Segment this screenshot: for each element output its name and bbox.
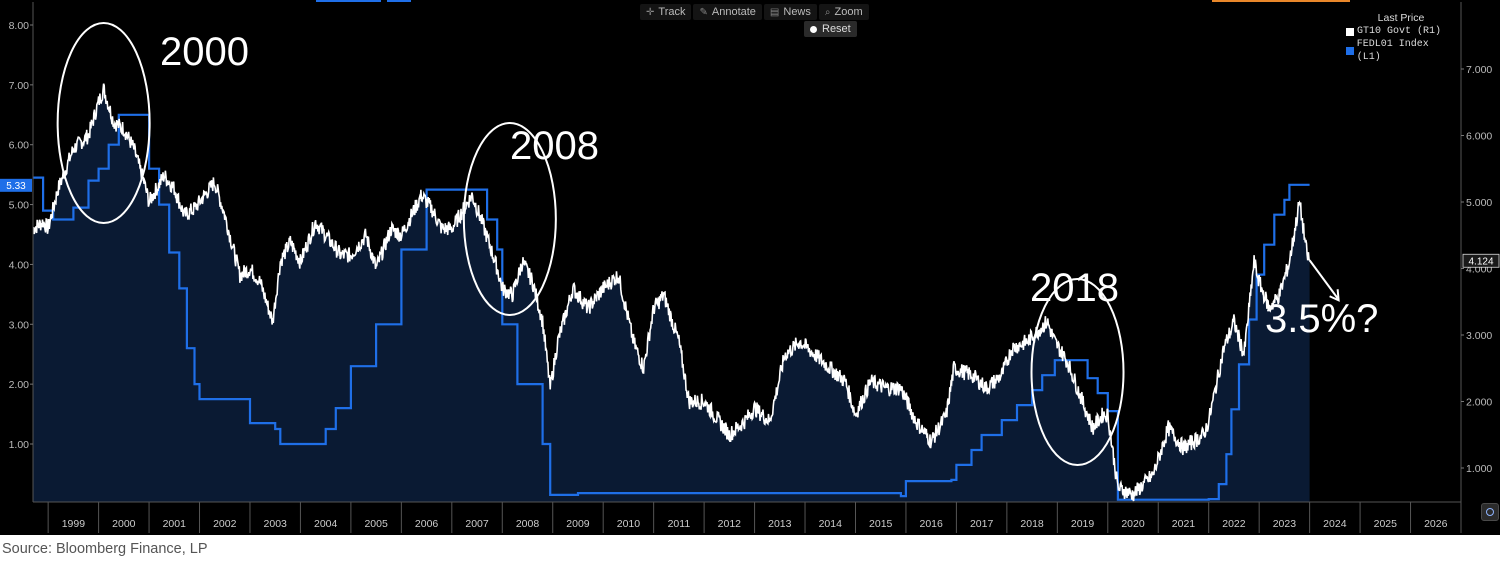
x-tick-label: 2022 bbox=[1222, 518, 1246, 530]
annotation-arrow-head bbox=[1329, 289, 1340, 302]
x-tick-label: 2015 bbox=[869, 518, 893, 530]
chart-frame: 1.00 2.00 3.00 4.00 5.00 6.00 7.00 8.00 1.000 2.0… bbox=[0, 0, 1500, 535]
zoom-label: Zoom bbox=[834, 6, 863, 18]
x-tick-label: 2010 bbox=[617, 518, 641, 530]
right-tick-label: 6.000 bbox=[1466, 131, 1492, 143]
news-icon: ▤ bbox=[769, 6, 780, 18]
left-tick-label: 5.00 bbox=[9, 200, 30, 212]
chart-scroll-icon[interactable] bbox=[1481, 503, 1499, 521]
annotation-label: 3.5%? bbox=[1265, 297, 1378, 341]
x-tick-label: 1999 bbox=[62, 518, 86, 530]
x-tick-label: 2012 bbox=[718, 518, 742, 530]
left-tick-label: 1.00 bbox=[9, 439, 30, 451]
top-highlight-bar bbox=[316, 0, 381, 2]
annotation-ellipse bbox=[56, 22, 151, 224]
legend-swatch-white bbox=[1346, 27, 1354, 36]
news-label: News bbox=[783, 6, 811, 18]
x-tick-label: 2019 bbox=[1071, 518, 1095, 530]
x-tick-label: 2000 bbox=[112, 518, 136, 530]
chart-toolbar: ✛ Track ✎ Annotate ▤ News ⌕ Zoom bbox=[640, 4, 869, 20]
top-highlight-bar bbox=[1212, 0, 1350, 2]
reset-button[interactable]: Reset bbox=[804, 21, 857, 37]
right-tick-label: 3.000 bbox=[1466, 330, 1492, 342]
legend-swatch-blue bbox=[1346, 47, 1354, 55]
left-last-value-label: 5.33 bbox=[6, 181, 26, 192]
x-tick-label: 2011 bbox=[668, 518, 691, 530]
gt10-series-line bbox=[33, 83, 1311, 502]
x-tick-label: 2023 bbox=[1273, 518, 1297, 530]
x-tick-label: 2016 bbox=[919, 518, 943, 530]
annotation-ellipse bbox=[1030, 278, 1125, 466]
x-tick-label: 2009 bbox=[566, 518, 590, 530]
fedl01-series-line bbox=[33, 113, 1310, 501]
left-tick-label: 3.00 bbox=[9, 319, 30, 331]
left-tick-label: 7.00 bbox=[9, 80, 30, 92]
x-tick-label: 2018 bbox=[1020, 518, 1044, 530]
legend: Last Price GT10 Govt (R1) FEDL01 Index (… bbox=[1346, 12, 1456, 64]
x-tick-label: 2005 bbox=[364, 518, 388, 530]
right-tick-label: 7.000 bbox=[1466, 64, 1492, 76]
track-label: Track bbox=[658, 6, 686, 18]
x-tick-label: 2021 bbox=[1172, 518, 1196, 530]
x-tick-label: 2006 bbox=[415, 518, 439, 530]
right-tick-label: 1.000 bbox=[1466, 463, 1492, 475]
x-tick-label: 2002 bbox=[213, 518, 237, 530]
zoom-button[interactable]: ⌕ Zoom bbox=[818, 4, 869, 20]
left-tick-label: 4.00 bbox=[9, 259, 30, 271]
legend-title: Last Price bbox=[1377, 12, 1425, 24]
x-tick-label: 2014 bbox=[819, 518, 843, 530]
x-tick-label: 2013 bbox=[768, 518, 792, 530]
chart-svg: 1.00 2.00 3.00 4.00 5.00 6.00 7.00 8.00 1.000 2.0… bbox=[0, 2, 1500, 533]
gt10-area-fill bbox=[33, 83, 1310, 502]
crosshair-icon: ✛ bbox=[646, 6, 655, 18]
right-last-value-badge bbox=[1462, 253, 1500, 268]
x-tick-label: 2020 bbox=[1121, 518, 1145, 530]
legend-label-gt10: GT10 Govt (R1) bbox=[1357, 26, 1442, 37]
annotate-label: Annotate bbox=[711, 6, 756, 18]
annotation-ellipse bbox=[462, 122, 557, 316]
left-tick-label: 6.00 bbox=[9, 140, 30, 152]
legend-item-fedl01[interactable]: FEDL01 Index (L1) bbox=[1346, 38, 1456, 64]
annotate-button[interactable]: ✎ Annotate bbox=[693, 4, 762, 20]
source-note: Source: Bloomberg Finance, LP bbox=[2, 541, 208, 557]
x-tick-label: 2007 bbox=[465, 518, 489, 530]
x-tick-label: 2001 bbox=[163, 518, 187, 530]
right-tick-label: 2.000 bbox=[1466, 397, 1492, 409]
left-tick-label: 8.00 bbox=[9, 20, 30, 32]
pencil-icon: ✎ bbox=[699, 6, 708, 18]
legend-label-fedl01: FEDL01 Index (L1) bbox=[1356, 39, 1429, 63]
track-button[interactable]: ✛ Track bbox=[640, 4, 692, 20]
x-tick-label: 2004 bbox=[314, 518, 338, 530]
x-tick-label: 2008 bbox=[516, 518, 540, 530]
right-tick-label: 5.000 bbox=[1466, 197, 1492, 209]
annotation-label: 2018 bbox=[1030, 266, 1119, 310]
x-tick-label: 2025 bbox=[1374, 518, 1398, 530]
annotation-label: 2000 bbox=[160, 30, 249, 74]
magnifier-icon: ⌕ bbox=[824, 6, 831, 18]
right-last-value-label: 4.124 bbox=[1468, 256, 1493, 267]
x-tick-label: 2017 bbox=[970, 518, 994, 530]
reset-label: Reset bbox=[822, 23, 851, 35]
x-tick-label: 2003 bbox=[264, 518, 288, 530]
x-tick-label: 2024 bbox=[1323, 518, 1347, 530]
annotation-arrow-shaft bbox=[1308, 259, 1339, 299]
reset-icon bbox=[810, 25, 817, 33]
left-last-value-badge bbox=[0, 178, 32, 192]
top-highlight-bar bbox=[387, 0, 411, 2]
left-tick-label: 2.00 bbox=[9, 379, 30, 391]
legend-item-gt10[interactable]: GT10 Govt (R1) bbox=[1346, 25, 1456, 38]
annotation-label: 2008 bbox=[510, 124, 599, 168]
news-button[interactable]: ▤ News bbox=[763, 4, 817, 20]
x-tick-label: 2026 bbox=[1424, 518, 1448, 530]
